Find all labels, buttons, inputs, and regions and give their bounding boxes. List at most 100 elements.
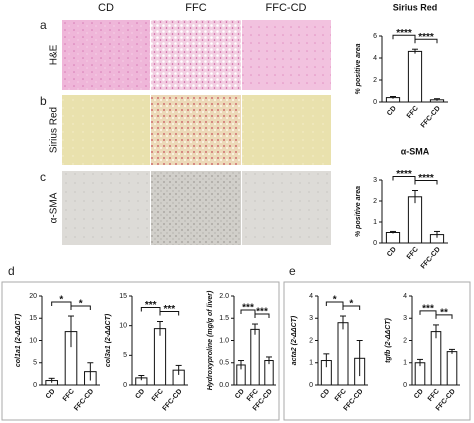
- bar: [250, 328, 260, 386]
- y-tick-label: 2: [309, 337, 313, 344]
- image: [62, 20, 150, 90]
- column-header: FFC: [185, 2, 206, 14]
- chart-title: α-SMA: [401, 146, 430, 156]
- x-tick-label: FFC: [151, 388, 165, 403]
- y-tick-label: 15: [119, 293, 127, 300]
- x-tick-label: CD: [319, 388, 331, 400]
- image: [242, 20, 331, 90]
- y-tick-label: 4: [373, 55, 377, 62]
- panel-letter: c: [40, 170, 46, 184]
- panel-box: [1, 281, 280, 421]
- y-tick-label: 4: [309, 293, 313, 300]
- image: [62, 95, 150, 165]
- panel-letter: b: [40, 94, 47, 108]
- y-tick-label: 2: [373, 77, 377, 84]
- x-tick-label: FFC: [427, 388, 441, 403]
- image: [151, 95, 241, 165]
- significance-bracket: [325, 301, 344, 307]
- y-tick-label: 1.5: [219, 315, 229, 322]
- histology-grid: [62, 20, 331, 245]
- bar: [385, 232, 401, 244]
- y-axis-label: Hydroxyproline (mg/g of liver): [207, 290, 214, 390]
- y-tick-label: 6: [373, 33, 377, 40]
- significance-label: ***: [242, 303, 254, 314]
- y-axis-label: col1a1 (2-ΔΔCT): [15, 313, 22, 367]
- y-tick-label: 3: [373, 177, 377, 184]
- bar: [407, 50, 423, 103]
- y-tick-label: 0: [373, 240, 377, 247]
- bar: [337, 322, 349, 386]
- y-axis-label: % positive area: [355, 43, 362, 94]
- row-label: Sirius Red: [49, 107, 60, 153]
- significance-bracket: [435, 314, 453, 319]
- significance-label: *: [333, 295, 337, 306]
- significance-bracket: [140, 307, 161, 312]
- significance-label: **: [440, 308, 448, 319]
- y-tick-label: 10: [29, 337, 37, 344]
- image: [242, 95, 331, 165]
- significance-bracket: [392, 34, 416, 40]
- significance-label: *: [59, 295, 63, 306]
- significance-bracket: [414, 38, 438, 44]
- x-tick-label: FFC-CD: [161, 388, 183, 412]
- y-tick-label: 15: [29, 315, 37, 322]
- x-tick-label: CD: [234, 388, 246, 400]
- significance-label: ****: [418, 173, 434, 184]
- x-tick-label: CD: [134, 388, 146, 400]
- x-tick-label: FFC-CD: [73, 388, 95, 412]
- y-tick-label: 2.0: [219, 293, 229, 300]
- y-axis-label: col3a1 (2-ΔΔCT): [105, 313, 112, 367]
- significance-label: ***: [145, 300, 157, 311]
- y-tick-label: 5: [33, 360, 37, 367]
- column-header: FFC-CD: [266, 2, 307, 14]
- panel-box: [283, 281, 471, 421]
- panel-letter: e: [289, 264, 296, 278]
- significance-bracket: [254, 313, 270, 319]
- y-tick-label: 5: [123, 352, 127, 359]
- chart-title: Sirius Red: [393, 2, 438, 12]
- y-tick-label: 1.0: [219, 337, 229, 344]
- x-tick-label: CD: [413, 388, 425, 400]
- x-tick-label: CD: [45, 388, 57, 400]
- significance-label: ***: [163, 304, 175, 315]
- x-tick-label: FFC: [334, 388, 348, 403]
- y-tick-label: 0: [33, 382, 37, 389]
- significance-bracket: [342, 305, 361, 311]
- row-label: H&E: [49, 44, 60, 65]
- significance-bracket: [419, 310, 437, 315]
- y-tick-label: 1: [373, 219, 377, 226]
- significance-bracket: [240, 309, 256, 315]
- y-axis-label: acta2 (2-ΔΔCT): [291, 315, 298, 365]
- y-tick-label: 2: [373, 198, 377, 205]
- y-axis-label: % positive area: [355, 186, 362, 237]
- significance-label: ***: [422, 304, 434, 315]
- significance-label: ***: [256, 307, 268, 318]
- significance-label: *: [349, 299, 353, 310]
- y-tick-label: 2: [403, 337, 407, 344]
- y-tick-label: 0: [309, 382, 313, 389]
- y-tick-label: 3: [403, 315, 407, 322]
- y-tick-label: 3: [309, 315, 313, 322]
- panel-letter: d: [8, 264, 15, 278]
- significance-bracket: [70, 305, 91, 311]
- column-header: CD: [98, 2, 114, 14]
- x-tick-label: FFC: [406, 246, 420, 261]
- significance-bracket: [159, 311, 180, 316]
- x-tick-label: CD: [386, 246, 398, 258]
- significance-bracket: [414, 180, 438, 185]
- y-tick-label: 20: [29, 293, 37, 300]
- y-tick-label: 0.0: [219, 382, 229, 389]
- y-tick-label: 4: [403, 293, 407, 300]
- y-tick-label: 0: [123, 382, 127, 389]
- significance-label: *: [79, 299, 83, 310]
- x-tick-label: FFC-CD: [420, 246, 442, 270]
- bar: [430, 331, 442, 386]
- y-tick-label: 0: [373, 99, 377, 106]
- panel-letter: a: [40, 18, 47, 32]
- significance-bracket: [51, 301, 72, 307]
- significance-label: ****: [418, 32, 434, 43]
- y-tick-label: 1: [403, 360, 407, 367]
- x-tick-label: FFC: [406, 105, 420, 120]
- bar: [407, 196, 423, 244]
